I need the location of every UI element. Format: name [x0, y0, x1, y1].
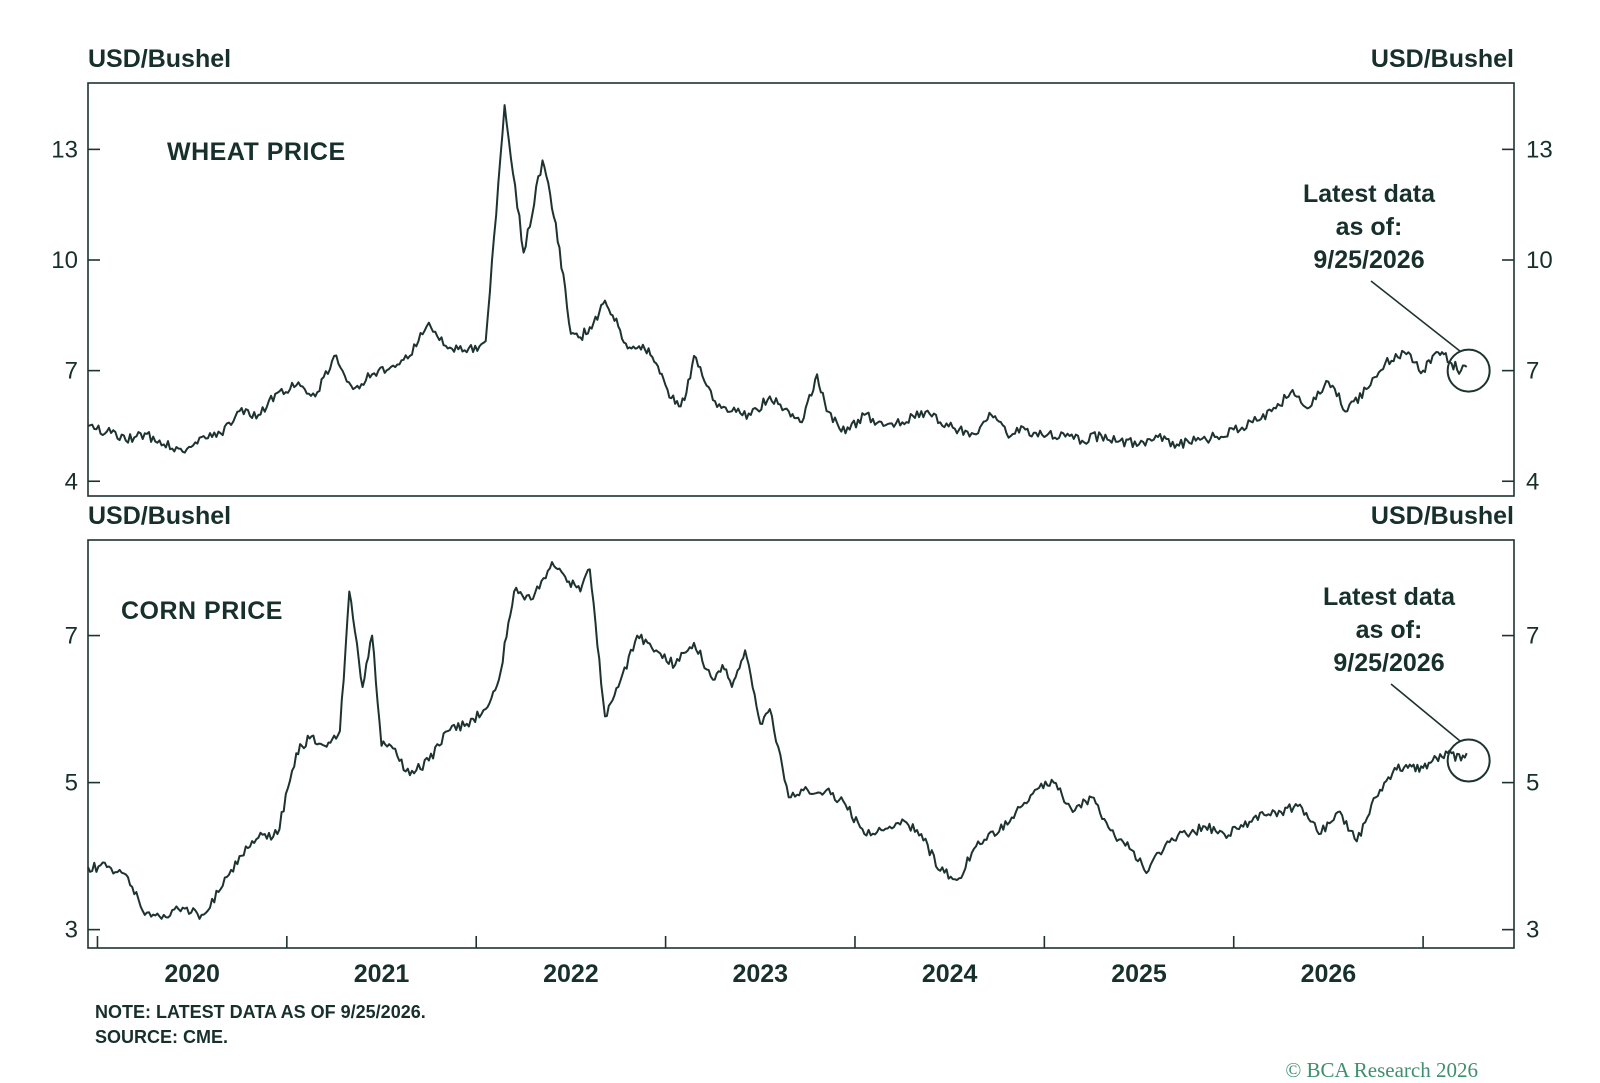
- wheat-annotation-pointer: [1370, 280, 1462, 353]
- y-tick-label-right: 10: [1526, 247, 1553, 274]
- corn-annotation-pointer: [1390, 683, 1462, 743]
- corn-ylabel-left: USD/Bushel: [88, 502, 231, 530]
- footer-notes: NOTE: LATEST DATA AS OF 9/25/2026. SOURC…: [95, 1000, 426, 1050]
- wheat-latest-annotation: Latest data as of: 9/25/2026: [1303, 180, 1491, 393]
- wheat-axis-ticks: 4 4 7 7 10 10 13 13: [51, 136, 1552, 495]
- wheat-panel: USD/Bushel USD/Bushel WHEAT PRICE 4 4 7 7 10…: [51, 45, 1553, 497]
- y-tick-label-left: 10: [51, 247, 78, 274]
- wheat-price-line: [87, 104, 1468, 454]
- y-tick-label-right: 7: [1526, 358, 1539, 385]
- y-tick-label-right: 7: [1526, 623, 1539, 650]
- wheat-latest-circle: [1446, 348, 1491, 393]
- wheat-annotation-line-2: as of:: [1336, 213, 1403, 241]
- corn-price-line: [87, 561, 1468, 920]
- x-tick-label-2024: 2024: [922, 960, 978, 988]
- y-tick-label-left: 4: [65, 468, 78, 495]
- corn-panel: USD/Bushel USD/Bushel CORN PRICE 3 35 57 7 …: [65, 502, 1540, 988]
- x-tick-label-2023: 2023: [732, 960, 788, 988]
- y-tick-label-right: 13: [1526, 136, 1553, 163]
- y-tick-label-left: 3: [65, 917, 78, 944]
- y-tick-label-left: 7: [65, 623, 78, 650]
- corn-latest-circle: [1446, 738, 1491, 783]
- y-tick-label-right: 5: [1526, 770, 1539, 797]
- x-tick-label-2021: 2021: [354, 960, 410, 988]
- wheat-ylabel-right: USD/Bushel: [1371, 45, 1514, 73]
- y-tick-label-right: 4: [1526, 468, 1539, 495]
- wheat-title: WHEAT PRICE: [167, 138, 346, 166]
- corn-title: CORN PRICE: [121, 597, 283, 625]
- corn-plot-frame: [87, 539, 1515, 949]
- footer-note: NOTE: LATEST DATA AS OF 9/25/2026.: [95, 1002, 426, 1022]
- x-tick-label-2022: 2022: [543, 960, 599, 988]
- corn-axis-ticks: 3 3 5 5 7 7: [65, 623, 1540, 944]
- wheat-annotation-line-1: Latest data: [1303, 180, 1436, 208]
- y-tick-label-right: 3: [1526, 917, 1539, 944]
- x-tick-label-2026: 2026: [1301, 960, 1357, 988]
- copyright-credit: © BCA Research 2026: [1285, 1058, 1478, 1082]
- wheat-annotation-line-3: 9/25/2026: [1313, 246, 1424, 274]
- corn-annotation-line-3: 9/25/2026: [1333, 649, 1444, 677]
- corn-annotation-line-1: Latest data: [1323, 583, 1456, 611]
- x-tick-label-2025: 2025: [1111, 960, 1167, 988]
- x-tick-label-2020: 2020: [164, 960, 220, 988]
- y-tick-label-left: 7: [65, 358, 78, 385]
- corn-ylabel-right: USD/Bushel: [1371, 502, 1514, 530]
- corn-latest-annotation: Latest data as of: 9/25/2026: [1323, 583, 1491, 783]
- y-tick-label-left: 5: [65, 770, 78, 797]
- wheat-ylabel-left: USD/Bushel: [88, 45, 231, 73]
- y-tick-label-left: 13: [51, 136, 78, 163]
- x-axis-ticks: 2020 2021 2022 2023 2024 2025 2026: [96, 936, 1424, 988]
- wheat-plot-frame: [87, 82, 1515, 497]
- footer-source: SOURCE: CME.: [95, 1027, 229, 1047]
- corn-annotation-line-2: as of:: [1356, 616, 1423, 644]
